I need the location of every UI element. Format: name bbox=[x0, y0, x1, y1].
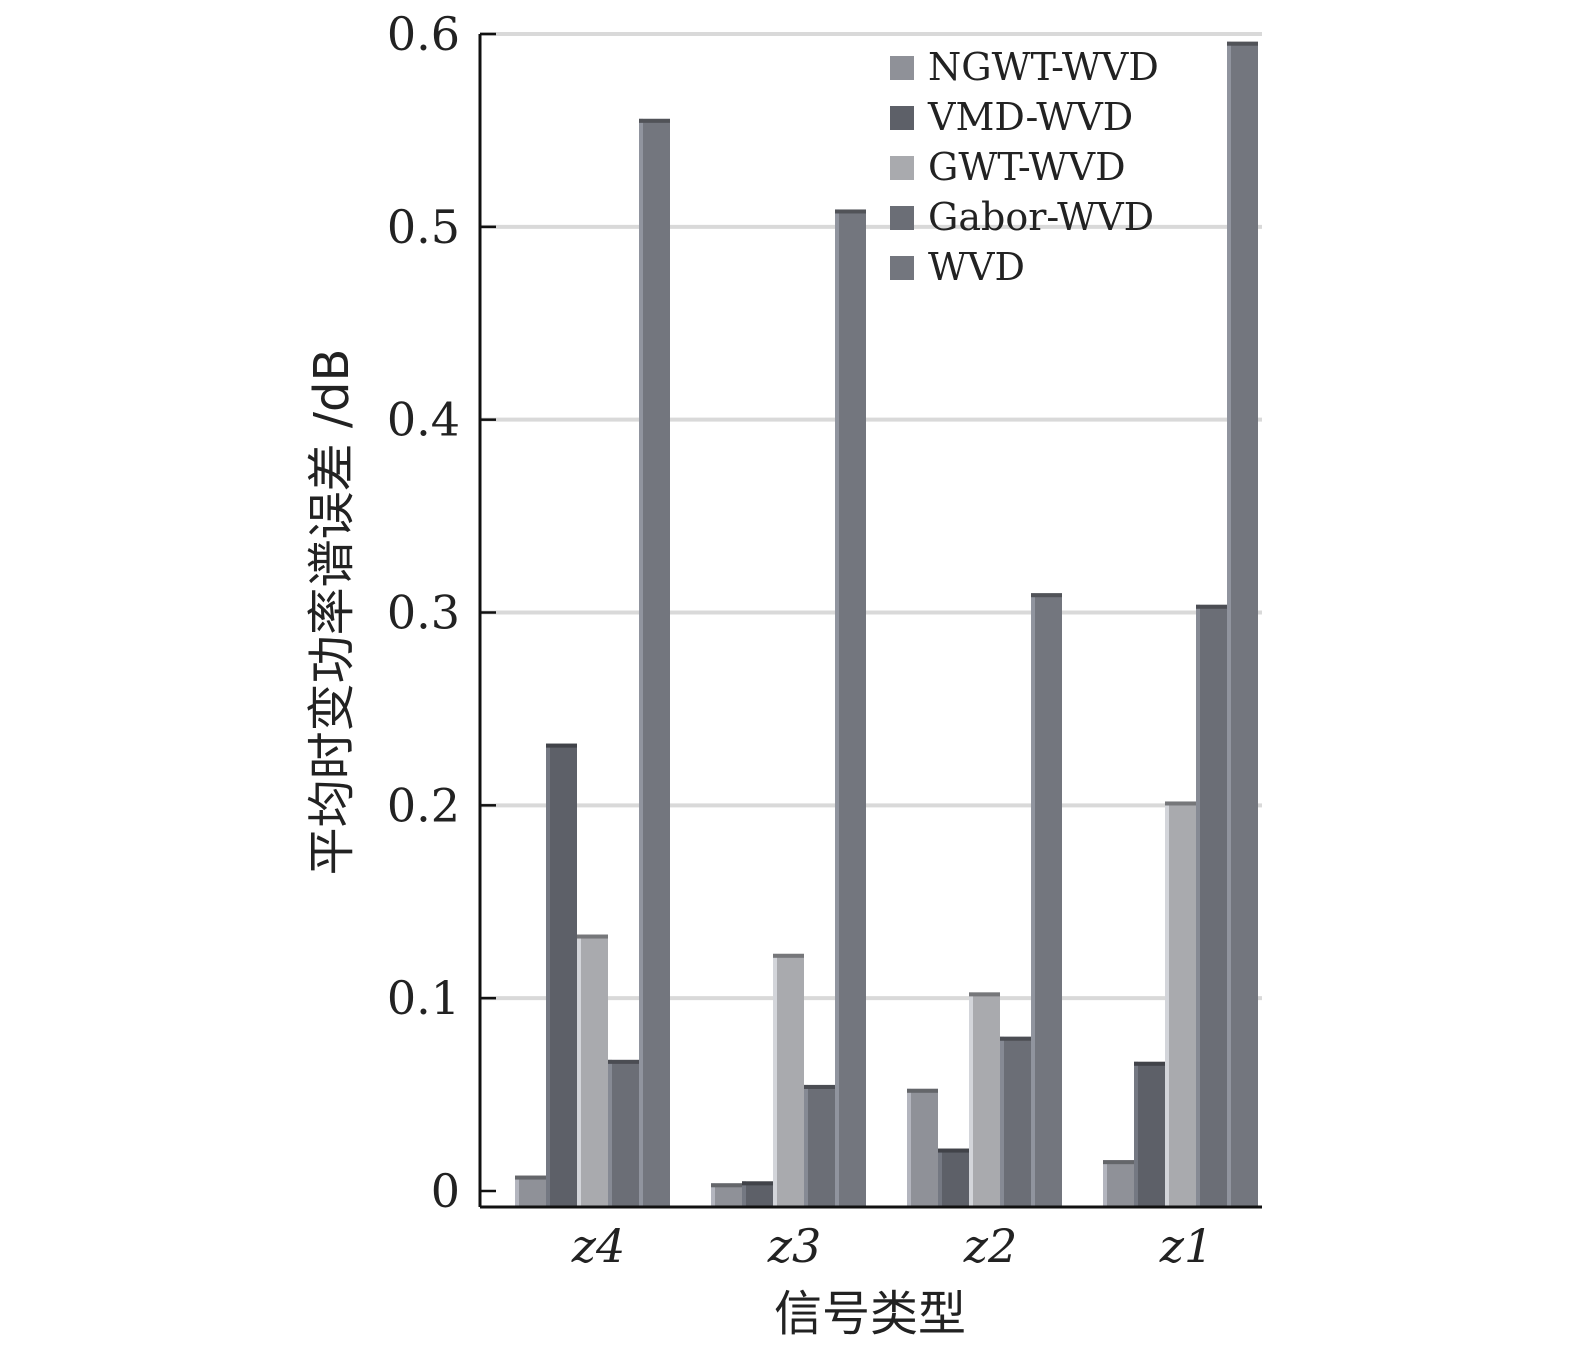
x-tick-label: z4 bbox=[571, 1219, 626, 1273]
bar-highlight bbox=[804, 1084, 808, 1207]
bar-highlight bbox=[1196, 604, 1200, 1207]
bar bbox=[1103, 1160, 1134, 1207]
bar-top-edge bbox=[969, 992, 1000, 997]
bar-highlight bbox=[1165, 801, 1169, 1207]
axes bbox=[478, 32, 1262, 1209]
bar-highlight bbox=[1103, 1160, 1107, 1207]
legend-label: VMD-WVD bbox=[927, 95, 1133, 139]
bar-top-edge bbox=[773, 953, 804, 958]
bar-highlight bbox=[938, 1148, 942, 1207]
bar bbox=[1000, 1036, 1031, 1207]
bar-top-edge bbox=[835, 209, 866, 214]
x-tick-label: z1 bbox=[1159, 1219, 1214, 1273]
bar-top-edge bbox=[1196, 604, 1227, 609]
bar-top-edge bbox=[1031, 593, 1062, 598]
bar bbox=[835, 209, 866, 1207]
y-tick-label: 0.6 bbox=[387, 7, 460, 61]
y-tick-label: 0 bbox=[431, 1164, 460, 1218]
bar-top-edge bbox=[639, 118, 670, 123]
bar-highlight bbox=[1227, 41, 1231, 1207]
bar-highlight bbox=[835, 209, 839, 1207]
bar bbox=[1165, 801, 1196, 1207]
bar-highlight bbox=[515, 1175, 519, 1207]
bar-highlight bbox=[907, 1088, 911, 1207]
bar-highlight bbox=[711, 1183, 715, 1207]
bar-highlight bbox=[639, 118, 643, 1207]
bar bbox=[577, 934, 608, 1207]
legend-label: WVD bbox=[928, 245, 1025, 289]
bar-highlight bbox=[1000, 1036, 1004, 1207]
bar-highlight bbox=[742, 1181, 746, 1207]
y-tick-label: 0.5 bbox=[387, 200, 460, 254]
bar bbox=[711, 1183, 742, 1207]
legend-label: GWT-WVD bbox=[928, 145, 1126, 189]
bar bbox=[1196, 604, 1227, 1207]
bar-top-edge bbox=[1165, 801, 1196, 806]
bar-highlight bbox=[969, 992, 973, 1207]
legend-swatch bbox=[890, 156, 914, 180]
legend: NGWT-WVD VMD-WVD GWT-WVD Gabor-WVD WVD bbox=[890, 45, 1159, 289]
bar-top-edge bbox=[1134, 1061, 1165, 1066]
bar bbox=[515, 1175, 546, 1207]
bar bbox=[938, 1148, 969, 1207]
bar-top-edge bbox=[742, 1181, 773, 1186]
y-tick-label: 0.2 bbox=[387, 778, 460, 832]
x-tick-label: z2 bbox=[963, 1219, 1018, 1273]
legend-label: NGWT-WVD bbox=[928, 45, 1159, 89]
y-tick-label: 0.1 bbox=[387, 971, 460, 1025]
bar-top-edge bbox=[515, 1175, 546, 1180]
bar bbox=[969, 992, 1000, 1207]
bar bbox=[773, 953, 804, 1207]
bar-top-edge bbox=[907, 1088, 938, 1093]
bar bbox=[639, 118, 670, 1207]
bar bbox=[1031, 593, 1062, 1207]
bar bbox=[608, 1059, 639, 1207]
legend-label: Gabor-WVD bbox=[928, 195, 1154, 239]
bar-top-edge bbox=[608, 1059, 639, 1064]
bar-top-edge bbox=[546, 743, 577, 748]
bar bbox=[742, 1181, 773, 1207]
y-tick-label: 0.4 bbox=[387, 393, 460, 447]
bar-top-edge bbox=[1000, 1036, 1031, 1041]
bar-highlight bbox=[1134, 1061, 1138, 1207]
legend-swatch bbox=[890, 56, 914, 80]
y-axis-title: 平均时变功率谱误差 /dB bbox=[304, 349, 360, 876]
bar bbox=[804, 1084, 835, 1207]
bar bbox=[907, 1088, 938, 1207]
bar-highlight bbox=[546, 743, 550, 1207]
bar bbox=[1227, 41, 1258, 1207]
bar-top-edge bbox=[577, 934, 608, 939]
y-tick-label: 0.3 bbox=[387, 586, 460, 640]
x-tick-label: z3 bbox=[767, 1219, 822, 1273]
y-tick-labels: 0 0.1 0.2 0.3 0.4 0.5 0.6 bbox=[387, 7, 460, 1218]
bar-top-edge bbox=[1227, 41, 1258, 46]
bar-top-edge bbox=[711, 1183, 742, 1188]
legend-swatch bbox=[890, 256, 914, 280]
bar-highlight bbox=[608, 1059, 612, 1207]
x-tick-labels: z4 z3 z2 z1 bbox=[571, 1219, 1214, 1273]
bars bbox=[515, 41, 1258, 1207]
x-axis-title: 信号类型 bbox=[774, 1286, 966, 1342]
gridlines bbox=[480, 32, 1262, 1001]
bar bbox=[1134, 1061, 1165, 1207]
bar-top-edge bbox=[1103, 1160, 1134, 1165]
bar-highlight bbox=[773, 953, 777, 1207]
bar-highlight bbox=[577, 934, 581, 1207]
bar-top-edge bbox=[938, 1148, 969, 1153]
bar bbox=[546, 743, 577, 1207]
bar-highlight bbox=[1031, 593, 1035, 1207]
legend-swatch bbox=[890, 106, 914, 130]
legend-swatch bbox=[890, 206, 914, 230]
bar-top-edge bbox=[804, 1084, 835, 1089]
